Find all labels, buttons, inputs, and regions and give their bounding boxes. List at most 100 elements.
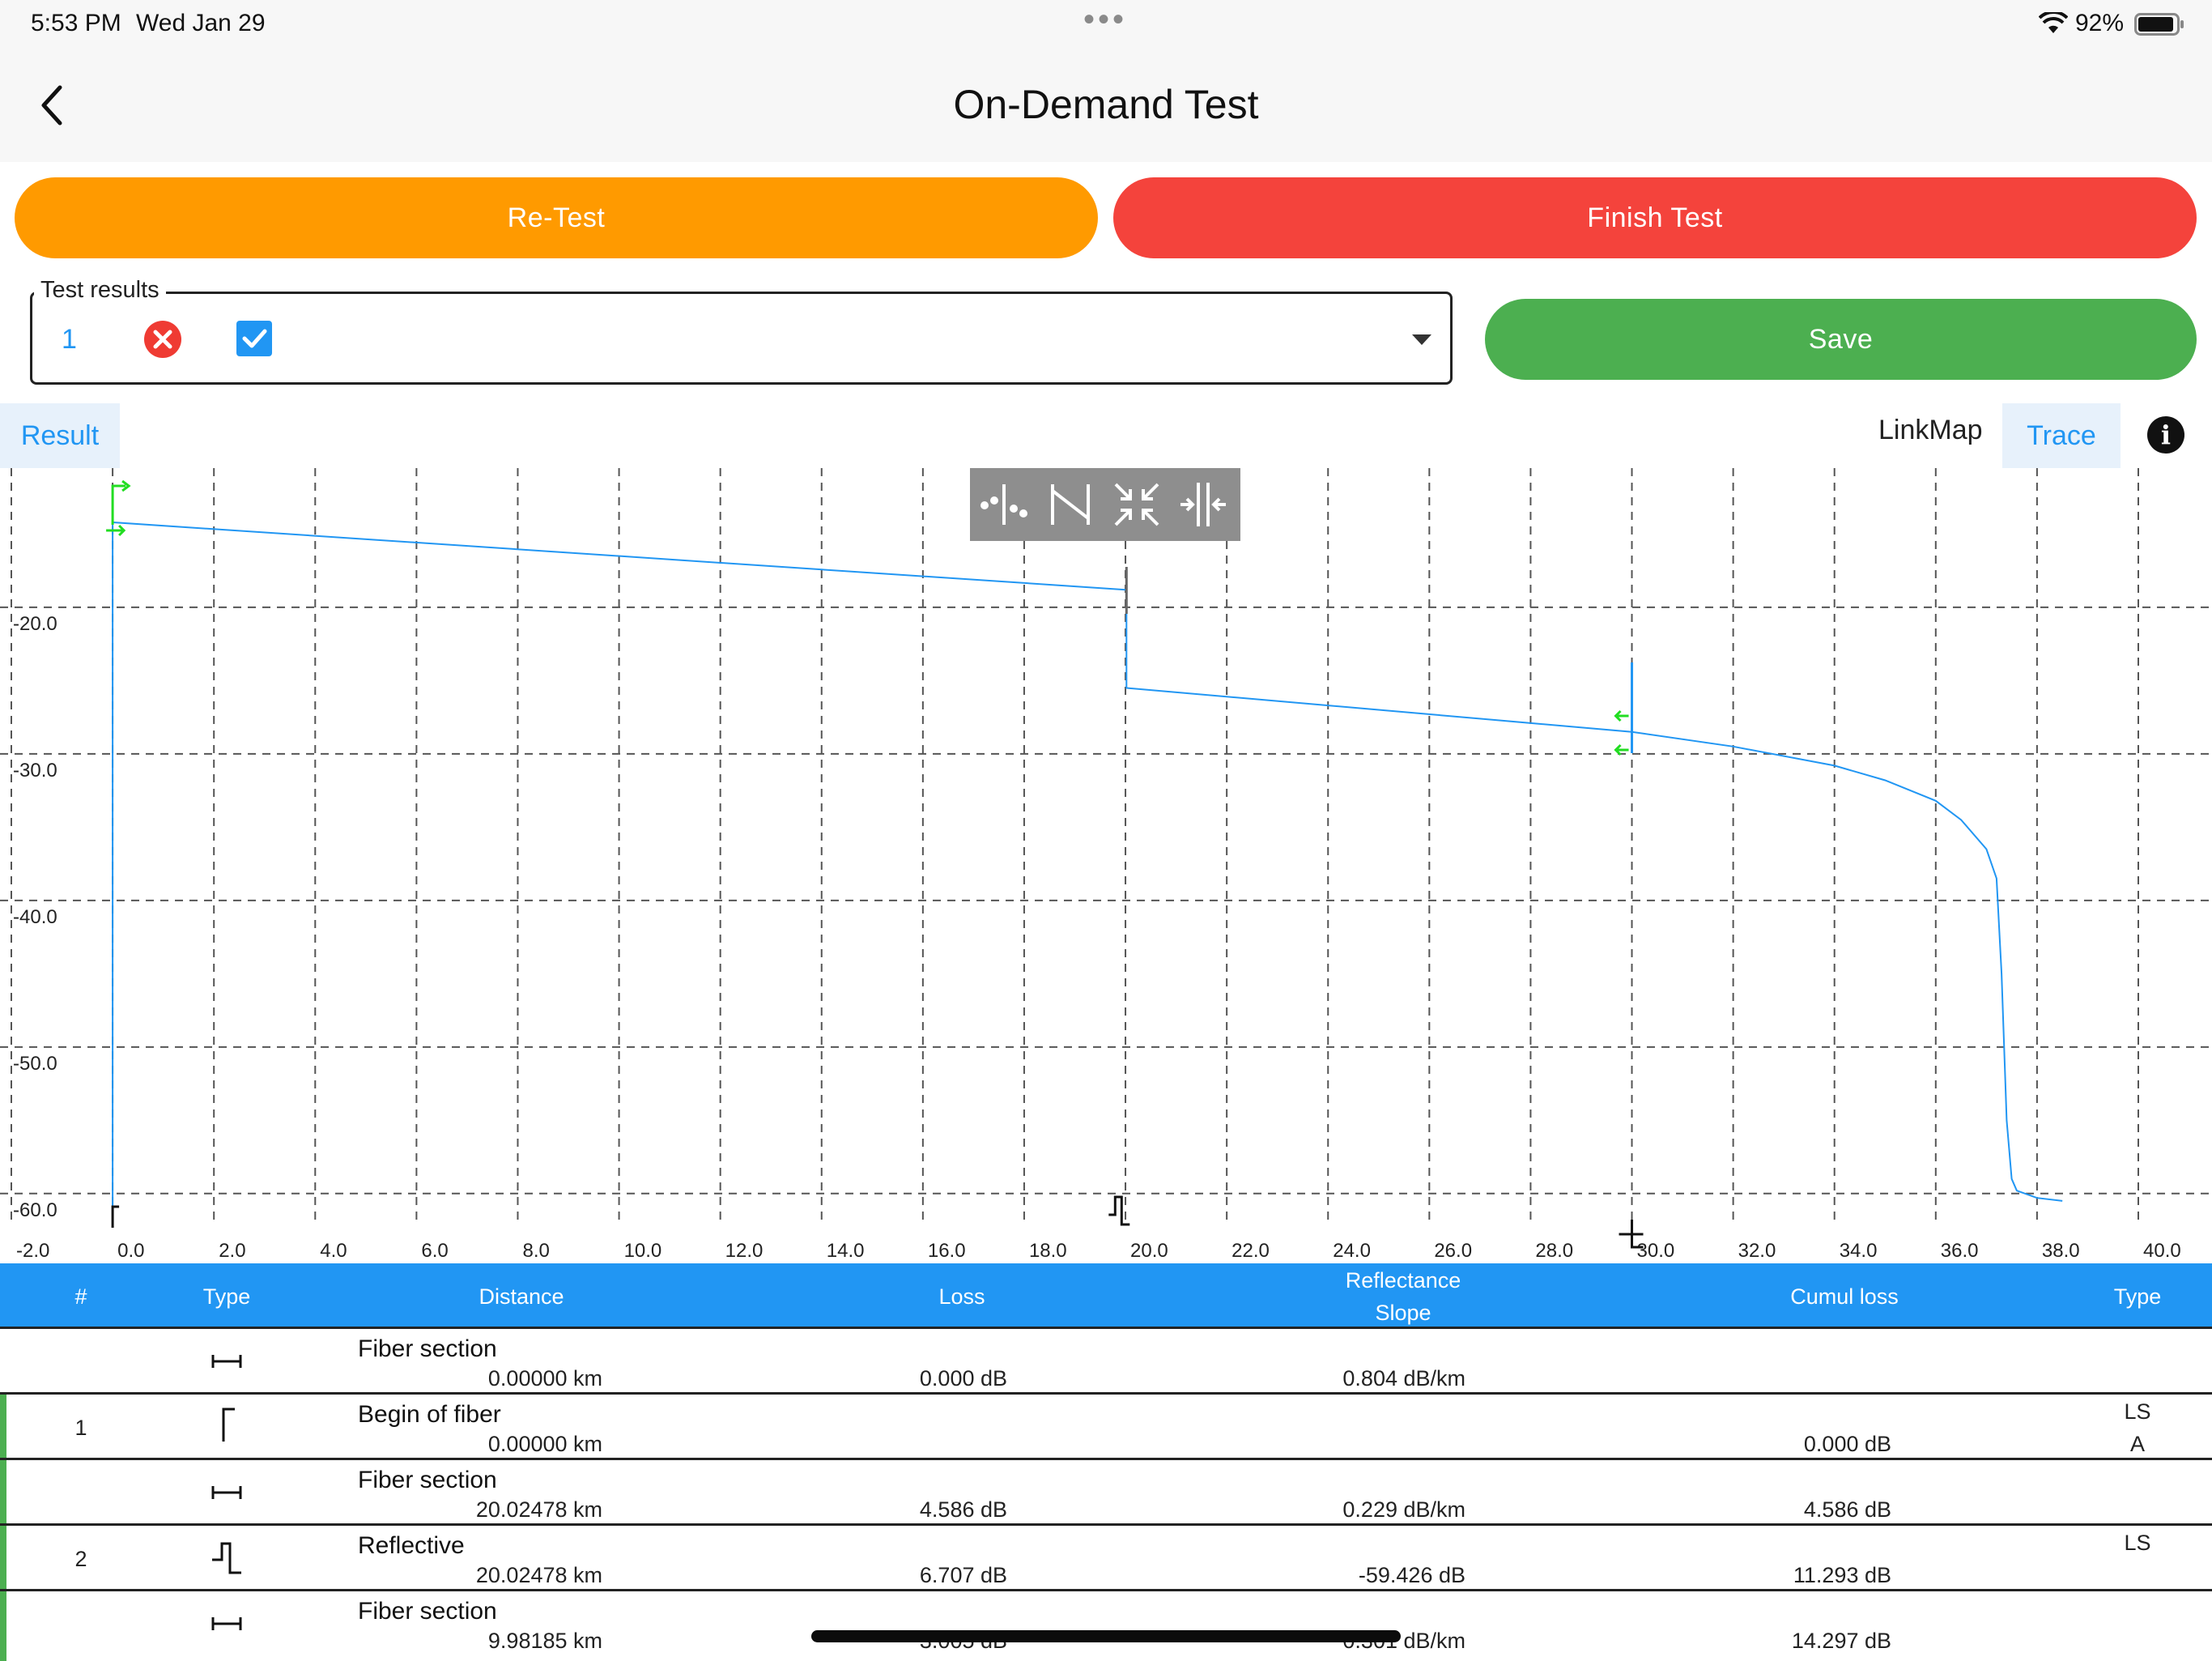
multitask-dots[interactable]: •••: [1083, 2, 1128, 37]
table-row[interactable]: 2 Reflective 20.02478 km 6.707 dB -59.42…: [0, 1523, 2212, 1591]
table-row[interactable]: Fiber section 0.00000 km 0.000 dB 0.804 …: [0, 1327, 2212, 1392]
cursor-points-icon[interactable]: [978, 479, 1030, 530]
x-tick-label: 18.0: [1029, 1240, 1067, 1262]
x-tick-label: 20.0: [1130, 1240, 1168, 1262]
status-bar: 5:53 PM Wed Jan 29 ••• 92%: [0, 0, 2212, 49]
x-tick-label: 30.0: [1637, 1240, 1675, 1262]
end-event-symbol: [1619, 1220, 1644, 1249]
span-icon[interactable]: [1044, 479, 1096, 530]
row-label: Fiber section: [358, 1335, 497, 1362]
col-loss: Loss: [938, 1284, 985, 1309]
x-circle-icon: [144, 321, 181, 358]
home-indicator[interactable]: [811, 1630, 1401, 1642]
begin-marker-line: [111, 484, 126, 525]
x-tick-label: 32.0: [1738, 1240, 1776, 1262]
row-type-a: A: [2129, 1432, 2145, 1456]
x-tick-label: 2.0: [219, 1240, 245, 1262]
col-reflectance: Reflectance: [1345, 1268, 1461, 1293]
row-num: 1: [74, 1416, 87, 1440]
checkbox-checked-icon[interactable]: [236, 321, 272, 356]
row-loss: 6.707 dB: [919, 1563, 1007, 1587]
x-tick-label: 12.0: [725, 1240, 764, 1262]
otdr-trace-chart[interactable]: -2.0 0.0 2.0 4.0 6.0 8.0 10.0 12.0 14.0 16.0 18.0 2…: [0, 468, 2212, 1262]
battery-icon: [2134, 13, 2184, 36]
row-cumul-loss: 4.586 dB: [1803, 1497, 1891, 1522]
x-tick-label: 14.0: [827, 1240, 865, 1262]
finish-test-button[interactable]: Finish Test: [1113, 177, 2197, 258]
y-tick-label: -30.0: [13, 760, 57, 782]
col-type-2: Type: [2113, 1284, 2162, 1309]
row-type-ls: LS: [2124, 1399, 2151, 1424]
row-cumul-loss: 11.293 dB: [1793, 1563, 1891, 1587]
row-num: 2: [74, 1547, 87, 1571]
zoom-out-icon[interactable]: [1177, 479, 1229, 530]
x-tick-label: 10.0: [624, 1240, 662, 1262]
x-tick-label: 16.0: [928, 1240, 966, 1262]
status-time: 5:53 PM: [31, 10, 121, 36]
x-tick-label: 4.0: [320, 1240, 347, 1262]
row-distance: 9.98185 km: [487, 1629, 602, 1653]
tab-result[interactable]: Result: [0, 403, 120, 468]
end-marker-arrow-lower: [1614, 743, 1629, 756]
row-slope: 0.804 dB/km: [1342, 1366, 1465, 1391]
x-tick-label: 28.0: [1535, 1240, 1573, 1262]
table-row[interactable]: 1 Begin of fiber 0.00000 km 0.000 dB LS …: [0, 1392, 2212, 1460]
reflective-event-icon: [212, 1542, 241, 1574]
x-tick-label: 34.0: [1840, 1240, 1878, 1262]
begin-marker-arrow-lower: [106, 524, 126, 537]
col-distance: Distance: [479, 1284, 564, 1309]
col-num: #: [74, 1284, 87, 1309]
y-tick-label: -20.0: [13, 613, 57, 635]
y-tick-label: -50.0: [13, 1053, 57, 1075]
test-results-select[interactable]: [30, 292, 1453, 385]
fiber-section-icon: [211, 1486, 242, 1499]
row-label: Begin of fiber: [358, 1401, 501, 1428]
x-tick-label: 8.0: [522, 1240, 549, 1262]
fiber-section-icon: [211, 1617, 242, 1630]
page-title: On-Demand Test: [953, 82, 1259, 127]
tab-linkmap[interactable]: LinkMap: [1878, 415, 1983, 445]
table-row[interactable]: Fiber section 9.98185 km 3.005 dB 0.301 …: [0, 1589, 2212, 1661]
col-cumul-loss: Cumul loss: [1790, 1284, 1899, 1309]
zoom-in-icon[interactable]: [1111, 479, 1163, 530]
row-cumul-loss: 0.000 dB: [1803, 1432, 1891, 1456]
begin-of-fiber-icon: [222, 1408, 235, 1442]
row-marker: [0, 1591, 6, 1661]
row-distance: 0.00000 km: [487, 1366, 602, 1391]
row-cumul-loss: 14.297 dB: [1791, 1629, 1891, 1653]
status-date: Wed Jan 29: [136, 10, 266, 36]
row-reflectance: -59.426 dB: [1358, 1563, 1465, 1587]
row-loss: 0.000 dB: [919, 1366, 1007, 1391]
col-type: Type: [202, 1284, 251, 1309]
x-tick-label: 26.0: [1434, 1240, 1472, 1262]
nav-bar: On-Demand Test: [0, 49, 2212, 162]
row-marker: [0, 1526, 6, 1591]
table-row[interactable]: Fiber section 20.02478 km 4.586 dB 0.229…: [0, 1458, 2212, 1526]
begin-marker-arrow: [121, 479, 131, 492]
x-tick-label: 24.0: [1333, 1240, 1371, 1262]
x-tick-label: 36.0: [1941, 1240, 1979, 1262]
row-slope: 0.229 dB/km: [1342, 1497, 1465, 1522]
x-tick-label: -2.0: [16, 1240, 49, 1262]
y-tick-label: -60.0: [13, 1199, 57, 1221]
retest-button[interactable]: Re-Test: [15, 177, 1098, 258]
tab-trace[interactable]: Trace: [2002, 403, 2121, 468]
x-tick-label: 6.0: [421, 1240, 448, 1262]
y-tick-label: -40.0: [13, 906, 57, 928]
chart-toolbar: [970, 468, 1240, 541]
x-tick-label: 40.0: [2143, 1240, 2181, 1262]
end-marker-arrow: [1614, 709, 1629, 722]
begin-event-symbol: [111, 1205, 120, 1228]
wifi-icon: [2039, 12, 2068, 33]
row-label: Fiber section: [358, 1598, 497, 1625]
back-chevron-icon[interactable]: [37, 84, 66, 126]
info-icon[interactable]: i: [2147, 416, 2184, 454]
row-type-ls: LS: [2124, 1531, 2151, 1555]
save-button[interactable]: Save: [1485, 299, 2197, 380]
row-distance: 20.02478 km: [475, 1563, 602, 1587]
x-tick-label: 0.0: [117, 1240, 144, 1262]
chevron-down-icon[interactable]: [1412, 334, 1431, 345]
table-header: # Type Distance Loss Reflectance Slope C…: [0, 1263, 2212, 1327]
row-distance: 0.00000 km: [487, 1432, 602, 1456]
col-slope: Slope: [1375, 1301, 1431, 1325]
